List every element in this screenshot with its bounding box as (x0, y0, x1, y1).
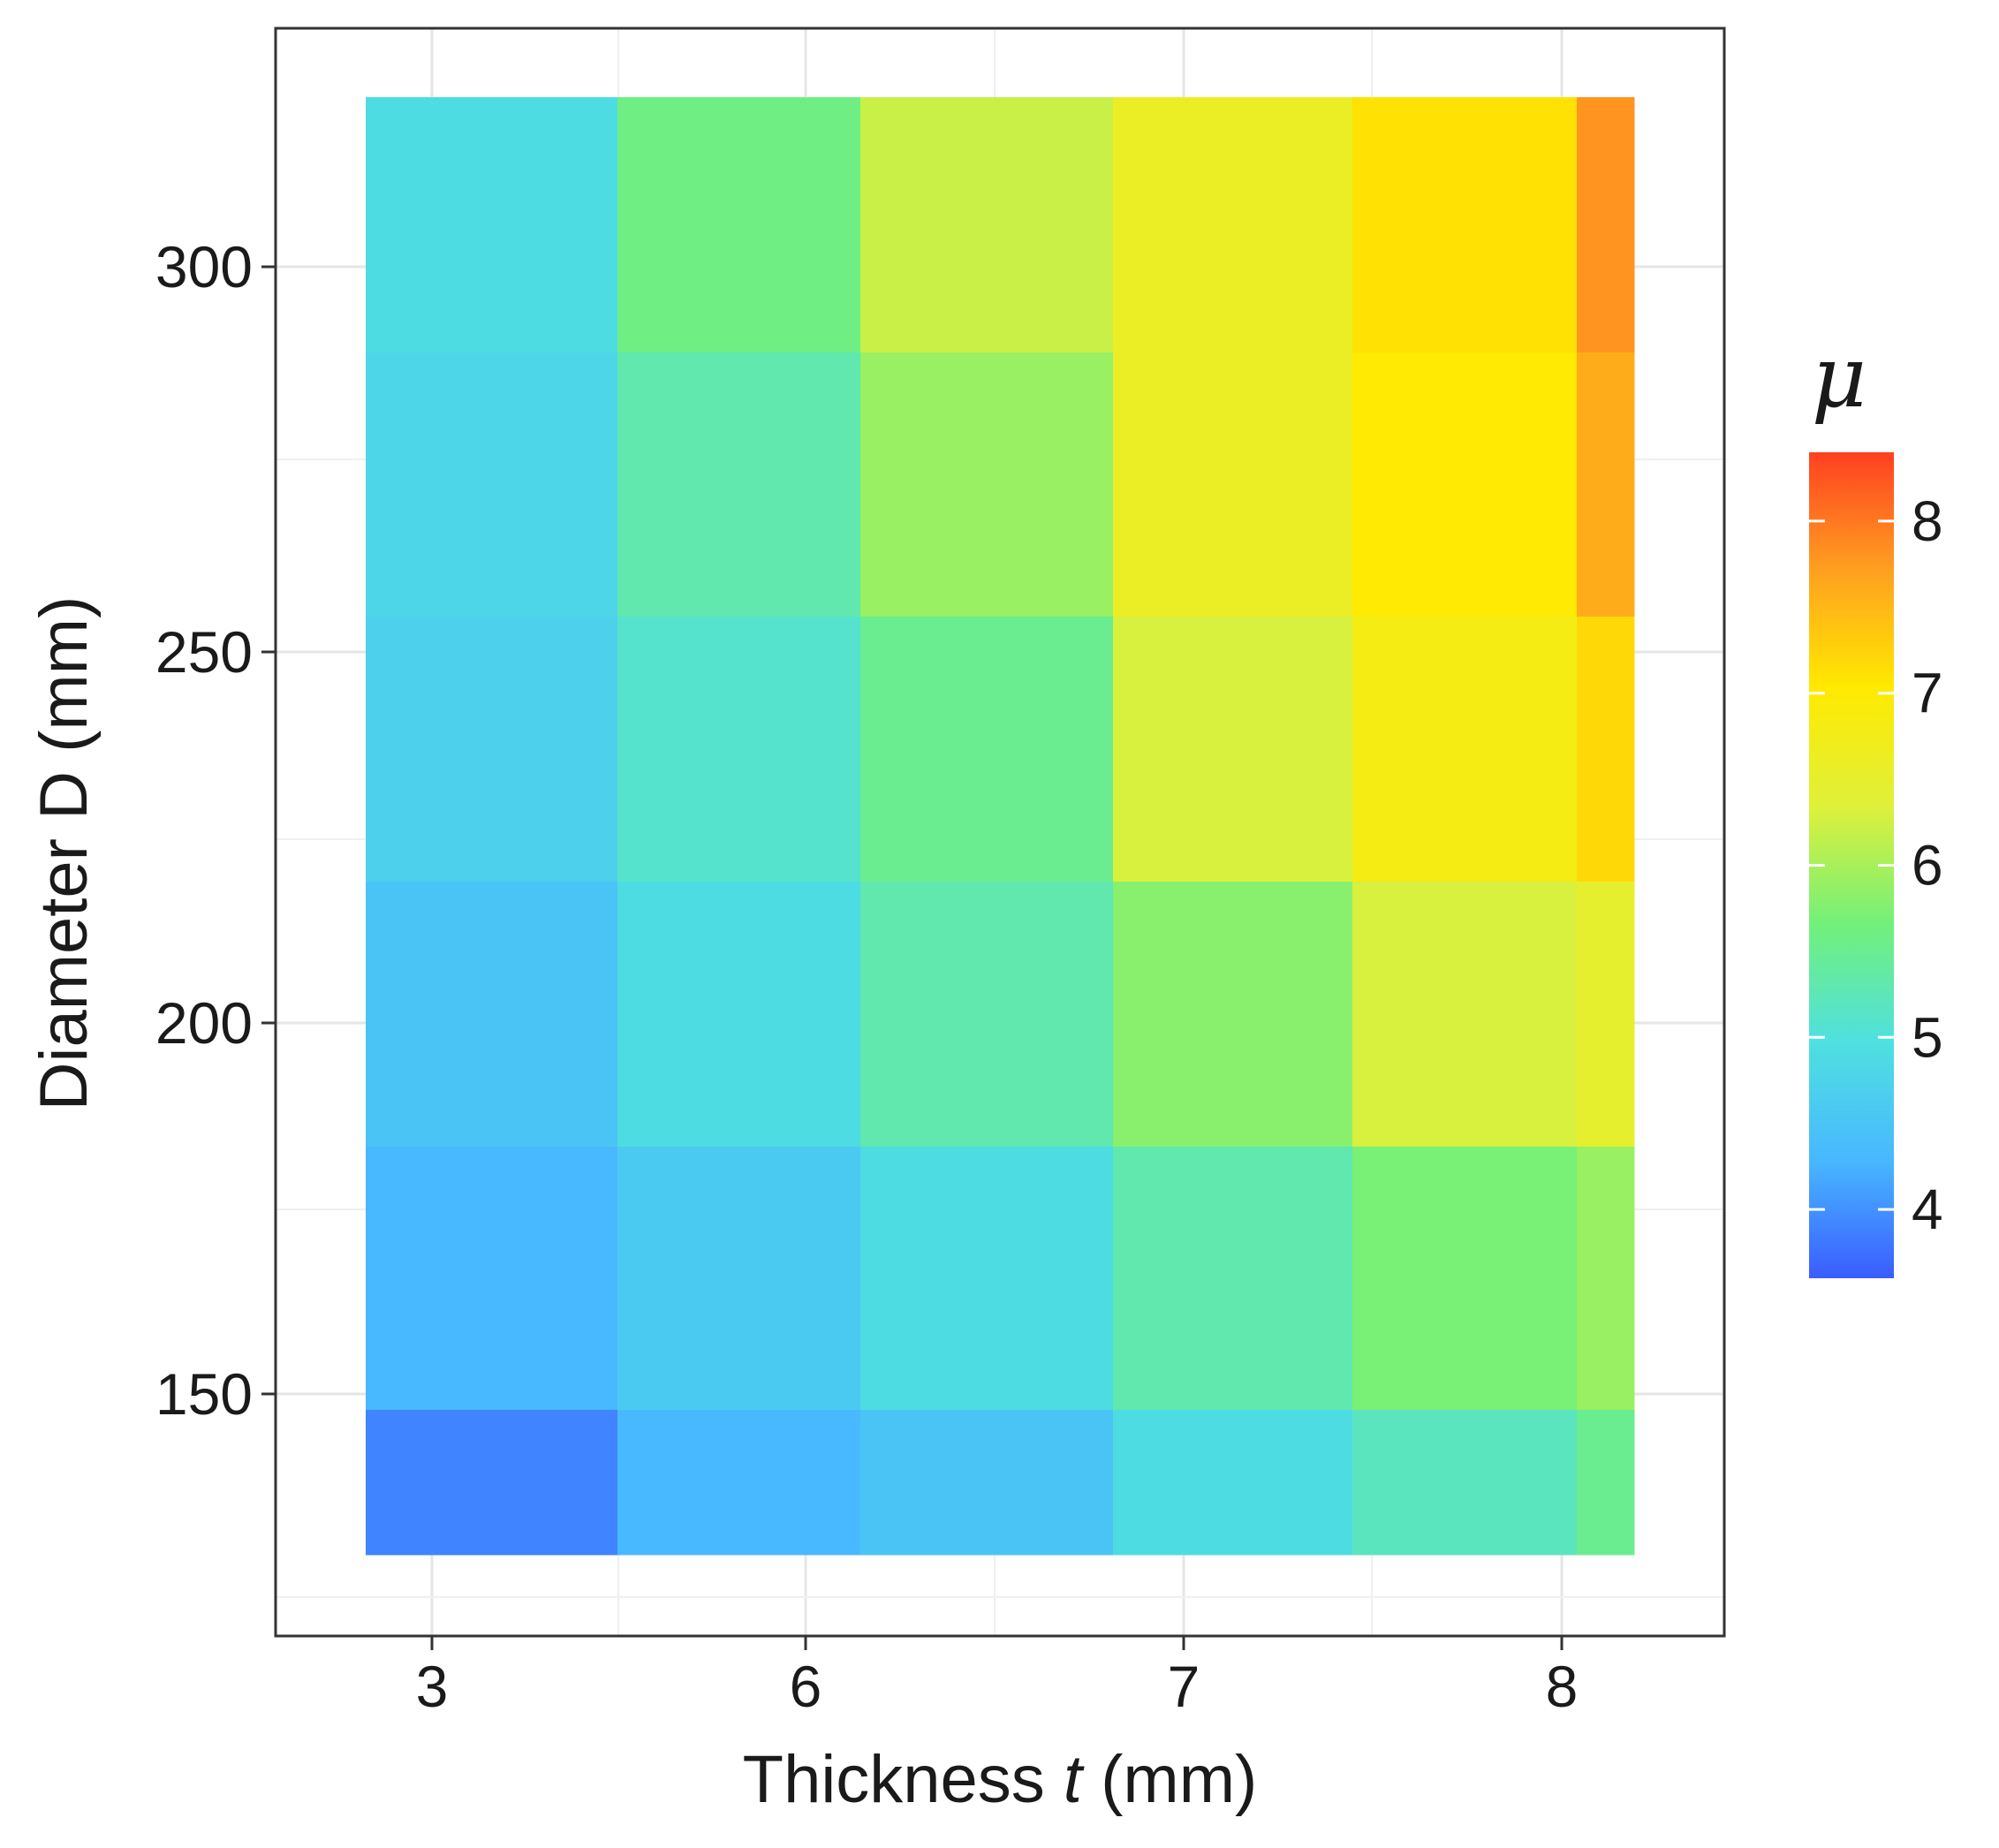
heatmap-cell-r1-c2 (860, 352, 1114, 617)
heatmap-cell-r0-c0 (366, 97, 618, 353)
legend-tick-label: 4 (1912, 1178, 1943, 1241)
legend-tick-label: 5 (1912, 1005, 1943, 1069)
legend-tick-label: 8 (1912, 489, 1943, 553)
x-axis-title-variable: t (1064, 1742, 1085, 1817)
heatmap-cell-r4-c0 (366, 1147, 618, 1411)
heatmap-cell-r1-c1 (617, 352, 861, 617)
y-tick-label: 150 (155, 1361, 253, 1427)
heatmap-cell-r3-c2 (860, 882, 1114, 1147)
heatmap-cell-r0-c4 (1352, 97, 1578, 353)
y-tick-label: 200 (155, 990, 253, 1056)
heatmap-cell-r3-c0 (366, 882, 618, 1147)
x-tick-label: 7 (1168, 1654, 1200, 1719)
y-tick-label: 300 (155, 234, 253, 299)
heatmap-cell-r5-c0 (366, 1410, 618, 1556)
heatmap-cell-r3-c3 (1113, 882, 1353, 1147)
heatmap-cell-r2-c3 (1113, 617, 1353, 882)
heatmap-cell-r5-c1 (617, 1410, 861, 1556)
heatmap-cell-r4-c4 (1352, 1147, 1578, 1411)
x-axis-title-unit: (mm) (1082, 1742, 1257, 1817)
heatmap-cell-r2-c1 (617, 617, 861, 882)
x-tick-label: 8 (1546, 1654, 1579, 1719)
x-tick-label: 3 (416, 1654, 449, 1719)
plot-border (274, 27, 1726, 1638)
heatmap-cell-r2-c5 (1577, 617, 1635, 882)
heatmap-cell-r3-c4 (1352, 882, 1578, 1147)
x-axis-title-lead: Thickness (743, 1742, 1064, 1817)
legend-tick-label: 7 (1912, 662, 1943, 725)
heatmap-cell-r4-c3 (1113, 1147, 1353, 1411)
heatmap-cell-r2-c0 (366, 617, 618, 882)
legend-ticks: 4 5 6 7 8 (1809, 489, 1943, 1241)
y-axis-title: Diameter D (mm) (27, 596, 102, 1111)
heatmap-cell-r4-c5 (1577, 1147, 1635, 1411)
heatmap-cell-r3-c5 (1577, 882, 1635, 1147)
y-tick-label: 250 (155, 619, 253, 685)
heatmap-cells (366, 97, 1635, 1556)
heatmap-cell-r0-c5 (1577, 97, 1635, 353)
y-axis-ticks: 150 200 250 300 (155, 234, 276, 1427)
heatmap-cell-r1-c3 (1113, 352, 1353, 617)
heatmap-cell-r0-c2 (860, 97, 1114, 353)
heatmap-cell-r1-c4 (1352, 352, 1578, 617)
heatmap-cell-r1-c0 (366, 352, 618, 617)
heatmap-cell-r4-c2 (860, 1147, 1114, 1411)
heatmap-cell-r0-c1 (617, 97, 861, 353)
heatmap-cell-r2-c4 (1352, 617, 1578, 882)
heatmap-cell-r5-c3 (1113, 1410, 1353, 1556)
x-axis-ticks: 3 6 7 8 (416, 1636, 1579, 1719)
x-axis-title: Thickness t (mm) (743, 1742, 1258, 1817)
legend-tick-label: 6 (1912, 834, 1943, 897)
heatmap-cell-r1-c5 (1577, 352, 1635, 617)
heatmap-cell-r2-c2 (860, 617, 1114, 882)
heatmap-cell-r5-c2 (860, 1410, 1114, 1556)
heatmap-cell-r4-c1 (617, 1147, 861, 1411)
legend-title: μ (1812, 328, 1866, 427)
heatmap-cell-r5-c5 (1577, 1410, 1635, 1556)
heatmap-cell-r5-c4 (1352, 1410, 1578, 1556)
heatmap-cell-r3-c1 (617, 882, 861, 1147)
x-tick-label: 6 (790, 1654, 822, 1719)
heatmap-cell-r0-c3 (1113, 97, 1353, 353)
